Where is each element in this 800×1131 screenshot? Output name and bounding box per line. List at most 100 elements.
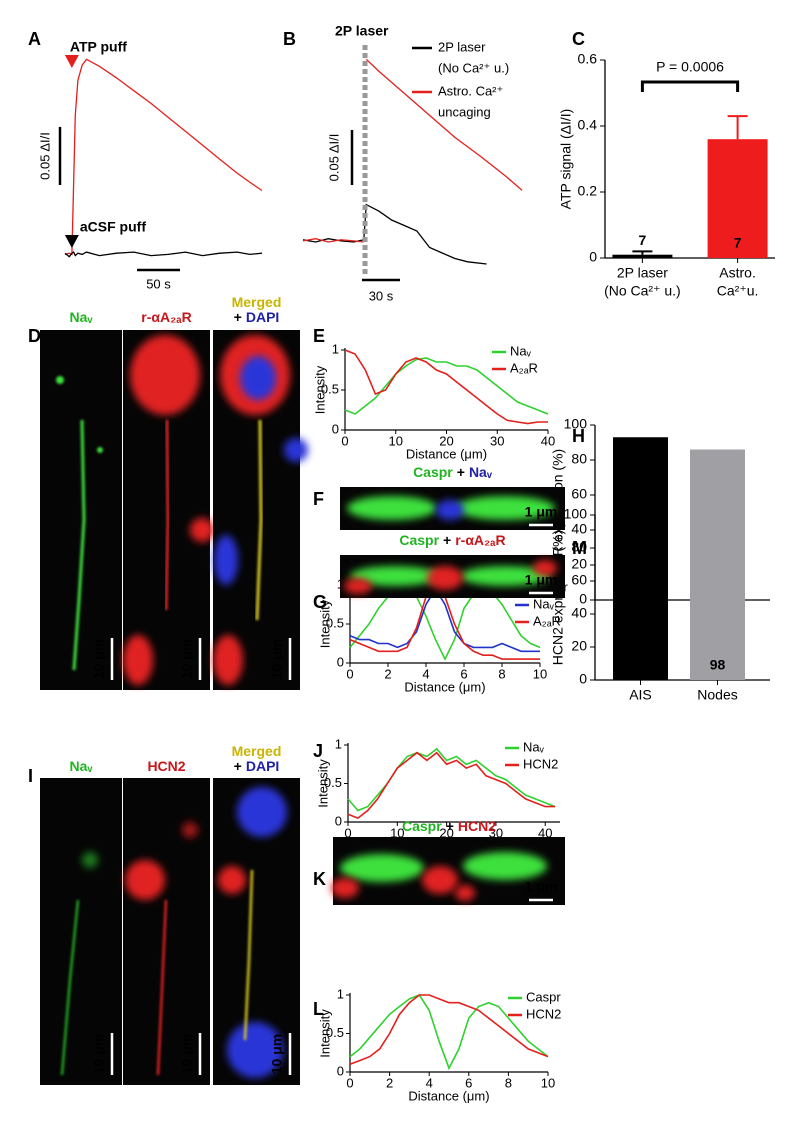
x-tick-label: 10: [533, 666, 547, 681]
image-title: Caspr + HCN2: [402, 818, 496, 834]
y-axis-label: Intensity: [317, 1009, 332, 1058]
fluorescence-signal: [455, 496, 555, 520]
scale-bar-label: 10 μm: [269, 639, 285, 679]
y-tick-label: 0: [332, 421, 339, 436]
scale-bar-label: 10 μm: [91, 1034, 107, 1074]
legend-label: HCN2: [526, 1006, 561, 1021]
scale-bar-label: 10 μm: [269, 1034, 285, 1074]
fluorescence-signal: [214, 535, 238, 585]
scale-bar-label: 1 μm: [525, 504, 558, 520]
fluorescence-signal: [72, 419, 86, 671]
legend-label: A₂ₐR: [533, 613, 561, 628]
data-line: [347, 747, 556, 812]
legend-label: 2P laser: [438, 39, 486, 54]
panel-letter: D: [28, 326, 41, 346]
y-tick-label: 0.6: [578, 51, 598, 67]
micrograph: [213, 778, 300, 1085]
y-tick-label: 40: [571, 521, 587, 537]
panel-letter: F: [313, 489, 324, 509]
micrograph: [340, 487, 565, 530]
micrograph: [213, 330, 308, 690]
bar: [690, 572, 745, 680]
significance-bracket: [640, 80, 740, 92]
fluorescence-signal: [97, 447, 103, 453]
y-tick-label: 80: [571, 539, 587, 555]
data-line: [302, 58, 523, 243]
x-tick-label: 10: [390, 825, 404, 840]
scale-bar-label: 10 μm: [179, 1034, 195, 1074]
image-title: + DAPI: [234, 309, 280, 325]
panel-letter: C: [572, 29, 585, 49]
scale-bar-label: 0.05 ΔI/I: [326, 134, 341, 182]
fluorescence-signal: [213, 635, 243, 685]
fluorescence-signal: [227, 1022, 283, 1078]
x-tick-label: 10: [541, 1075, 555, 1090]
x-tick-label: 0: [346, 666, 353, 681]
fluorescence-signal: [164, 419, 170, 611]
image-title: HCN2: [147, 758, 185, 774]
fluorescence-signal: [243, 869, 254, 1041]
fluorescence-signal: [130, 335, 200, 415]
scale-bar-label: 1 μm: [525, 572, 558, 588]
x-tick-label: 20: [439, 433, 453, 448]
panel-letter: E: [313, 326, 325, 346]
image-title: Merged: [232, 294, 282, 310]
image-title-part: DAPI: [246, 309, 279, 325]
fluorescence-signal: [82, 852, 98, 868]
y-tick-label: 1: [332, 341, 339, 356]
micrograph: [40, 778, 122, 1085]
data-line: [302, 203, 487, 265]
panel-letter: I: [28, 766, 33, 786]
image-title-part: Caspr: [402, 818, 442, 834]
data-line: [349, 588, 541, 661]
x-tick-label: 6: [465, 1075, 472, 1090]
image-title-part: Merged: [232, 743, 282, 759]
image-title-part: +: [443, 532, 451, 548]
data-line: [347, 751, 556, 820]
y-tick-label: 0.2: [578, 183, 598, 199]
micrograph: [123, 330, 214, 690]
fluorescence-signal: [60, 899, 80, 1076]
n-label: 25: [633, 577, 649, 593]
image-title: + DAPI: [234, 758, 280, 774]
y-tick-label: 0: [337, 1063, 344, 1078]
y-tick-label: 0: [335, 813, 342, 828]
fluorescence-signal: [123, 635, 153, 685]
x-tick-label: 20: [439, 825, 453, 840]
legend-label: Astro. Ca²⁺: [438, 83, 503, 98]
fluorescence-signal: [533, 560, 557, 576]
image-title-part: Caspr: [399, 532, 439, 548]
x-tick-label: 30: [490, 433, 504, 448]
data-line: [349, 587, 540, 653]
image-title-part: HCN2: [458, 818, 496, 834]
legend-label: HCN2: [523, 756, 558, 771]
marker-triangle: [64, 235, 79, 248]
y-tick-label: 0.5: [326, 615, 344, 630]
fluorescence-signal: [156, 899, 168, 1076]
legend-label: Naᵥ: [523, 739, 545, 754]
scale-bar-label: 10 μm: [91, 639, 107, 679]
marker-triangle: [64, 55, 79, 68]
image-title-part: +: [457, 464, 465, 480]
panel-letter: B: [283, 29, 296, 49]
fluorescence-signal: [125, 860, 165, 900]
annotation: ATP puff: [70, 39, 127, 55]
image-title-part: +: [234, 309, 242, 325]
image-title-part: +: [234, 758, 242, 774]
image-title: Merged: [232, 743, 282, 759]
image-title-part: r-αA₂ₐR: [455, 532, 505, 548]
data-line: [349, 994, 549, 1066]
image-title-part: Naᵥ: [70, 758, 94, 774]
fluorescence-signal: [284, 438, 308, 462]
image-title: Naᵥ: [70, 758, 94, 774]
x-axis-label: Distance (μm): [404, 679, 485, 694]
y-tick-label: 1: [337, 986, 344, 1001]
image-title-part: +: [446, 818, 454, 834]
fluorescence-signal: [344, 578, 372, 594]
fluorescence-signal: [190, 518, 214, 542]
n-label: 98: [710, 657, 726, 673]
bar: [612, 254, 673, 258]
bar: [613, 437, 668, 600]
panel-letter: L: [313, 999, 324, 1019]
